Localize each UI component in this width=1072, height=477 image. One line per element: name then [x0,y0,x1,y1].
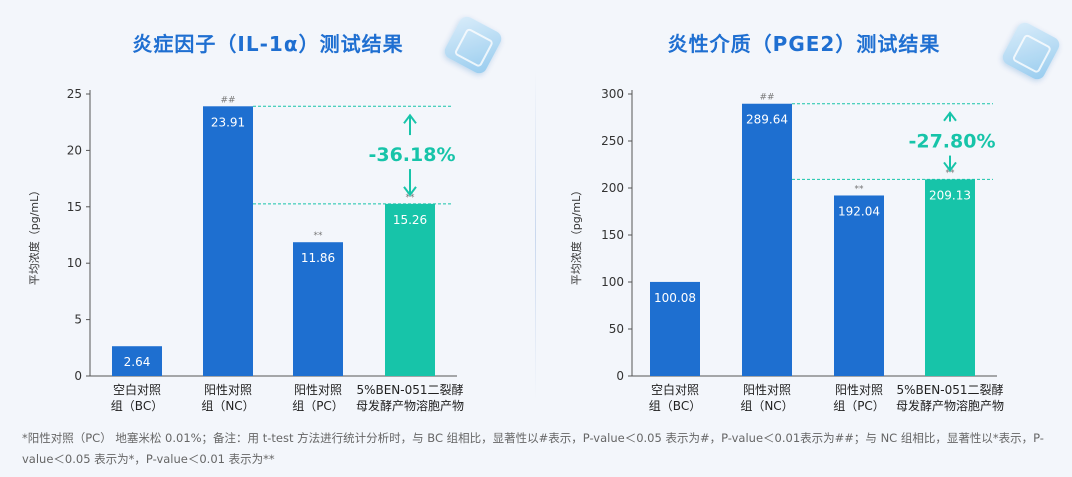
y-tick-label: 50 [609,322,624,336]
x-category-label: 组（NC） [201,399,254,413]
chart-title: 炎性介质（PGE2）测试结果 [667,32,941,56]
bar-value-label: 23.91 [211,115,245,129]
significance-marker: ## [759,93,774,103]
y-tick-label: 200 [601,181,624,195]
bar [742,103,792,376]
bar [650,281,700,376]
bar [293,242,343,376]
y-axis-label: 平均浓度（pg/mL） [569,185,583,286]
significance-marker: ## [220,95,235,105]
x-category-label: 组（BC） [111,399,163,413]
y-tick-label: 150 [601,228,624,242]
y-tick-label: 10 [67,256,82,270]
change-annotation: -36.18% [368,144,455,166]
bar-value-label: 15.26 [393,213,427,227]
change-annotation: -27.80% [908,131,995,153]
x-category-label: 5%BEN-051二裂酵 [356,383,463,397]
y-tick-label: 300 [601,87,624,101]
x-category-label: 阳性对照 [204,383,252,397]
bar-value-label: 289.64 [746,113,788,127]
significance-marker: ** [314,231,324,241]
y-tick-label: 5 [74,313,82,327]
bar-value-label: 11.86 [301,251,335,265]
x-category-label: 组（PC） [292,399,344,413]
x-category-label: 阳性对照 [835,383,883,397]
x-category-label: 母发酵产物溶胞产物 [896,398,1004,413]
x-category-label: 组（PC） [833,399,885,413]
bar-value-label: 192.04 [838,204,880,218]
chart-title: 炎症因子（IL-1α）测试结果 [132,32,404,56]
x-category-label: 阳性对照 [294,383,342,397]
down-arrow-head-icon [403,186,417,197]
significance-marker: ** [946,168,956,178]
bar [385,203,435,376]
down-arrow-head-icon [943,161,957,173]
y-axis-label: 平均浓度（pg/mL） [27,185,41,286]
x-category-label: 母发酵产物溶胞产物 [356,398,464,413]
bar [834,195,884,376]
x-category-label: 空白对照 [113,382,161,397]
y-tick-label: 250 [601,134,624,148]
footnote: *阳性对照（PC） 地塞米松 0.01%；备注：用 t-test 方法进行统计分… [22,431,1044,466]
x-category-label: 组（NC） [740,399,793,413]
up-arrow-head-icon [403,113,417,124]
bar-value-label: 100.08 [654,291,696,305]
y-tick-label: 20 [67,143,82,157]
bar [203,106,253,376]
y-tick-label: 0 [74,369,82,383]
x-category-label: 空白对照 [651,382,699,397]
y-tick-label: 0 [616,369,624,383]
chart-panel-pge2: 炎性介质（PGE2）测试结果 0 50 100 150 200 250 300 平均浓度（pg… [536,0,1072,420]
x-category-label: 组（BC） [649,399,701,413]
y-tick-label: 15 [67,200,82,214]
x-category-label: 5%BEN-051二裂酵 [896,383,1003,397]
significance-marker: ** [855,184,865,194]
bar-value-label: 209.13 [929,188,971,202]
x-category-label: 阳性对照 [743,383,791,397]
y-tick-label: 100 [601,275,624,289]
bar [925,179,975,376]
panel-divider [535,70,536,400]
bar-chart-pge2: 0 50 100 150 200 250 300 平均浓度（pg/mL） 100.08 空白对照组… [569,87,1004,413]
chart-panel-il1a: 炎症因子（IL-1α）测试结果 0 5 10 15 20 25 平均浓度（pg/mL） 2.6… [0,0,536,420]
bar-value-label: 2.64 [124,355,151,369]
significance-marker: ** [406,193,416,203]
up-arrow-head-icon [943,111,957,122]
bar [112,346,162,376]
y-tick-label: 25 [67,87,82,101]
